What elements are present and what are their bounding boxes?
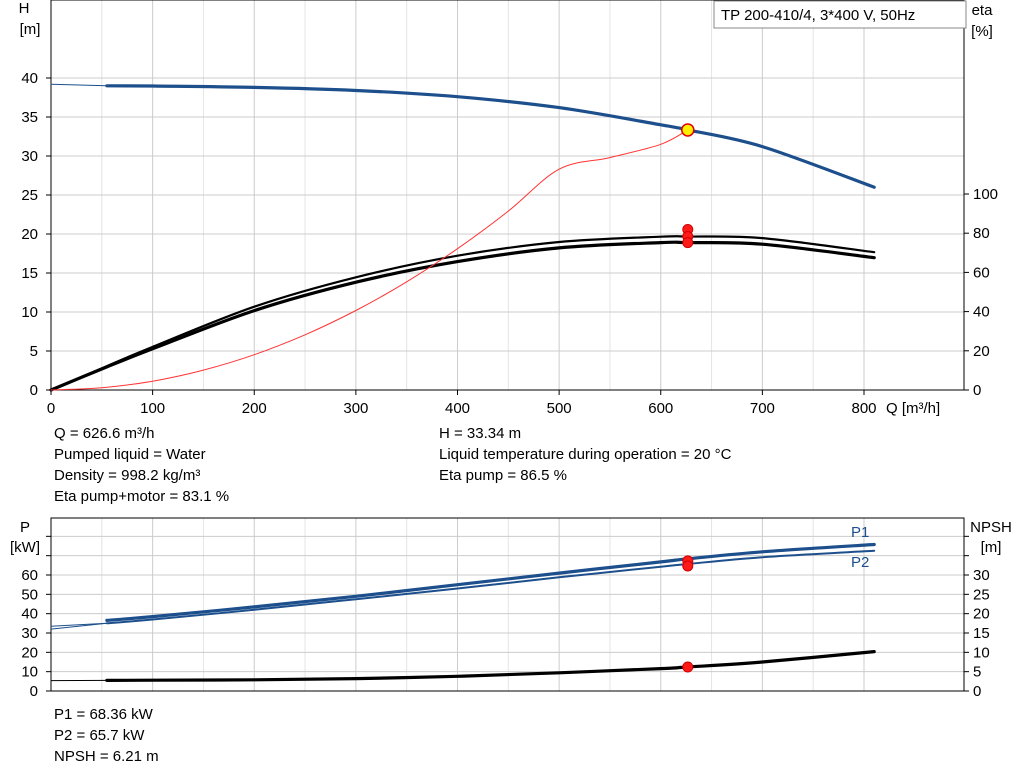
series-label-p2: P2	[851, 554, 869, 571]
h-tick-label: 40	[21, 70, 38, 87]
h-tick-label: 20	[21, 226, 38, 243]
p-axis-unit: [kW]	[10, 539, 40, 556]
p-tick-label: 30	[21, 625, 38, 642]
head-curve	[105, 84, 876, 189]
npsh-tick-label: 5	[973, 664, 981, 681]
head-chart-series	[49, 83, 876, 392]
p-tick-label: 60	[21, 567, 38, 584]
readout-temperature: Liquid temperature during operation = 20…	[439, 446, 732, 463]
duty-point-head	[681, 123, 695, 137]
npsh-curve	[105, 650, 876, 682]
p2-curve-extension	[50, 622, 107, 630]
system-curve	[50, 129, 689, 391]
eta-tick-label: 40	[973, 304, 990, 321]
q-tick-label: 500	[547, 400, 572, 417]
head-chart-grid	[51, 0, 964, 390]
readout-density: Density = 998.2 kg/m³	[54, 467, 201, 484]
power-npsh-chart: 0 10 20 30 40 50 60 0 5 10 15 20 25 30 P [kW] NPSH [m…	[10, 517, 1012, 700]
series-label-p1: P1	[851, 524, 869, 541]
p-tick-label: 20	[21, 644, 38, 661]
readout-eta-pump: Eta pump = 86.5 %	[439, 467, 567, 484]
h-tick-label: 15	[21, 265, 38, 282]
eta-pump-motor-curve	[49, 240, 876, 392]
duty-readout-left: Q = 626.6 m³/h Pumped liquid = Water Den…	[54, 423, 229, 507]
q-tick-label: 100	[140, 400, 165, 417]
head-curve-extension	[50, 83, 108, 87]
duty-point-eta-pump-motor	[682, 237, 694, 249]
readout-eta-pump-motor: Eta pump+motor = 83.1 %	[54, 488, 230, 505]
p-tick-label: 40	[21, 606, 38, 623]
power-chart-ticks: 0 10 20 30 40 50 60 0 5 10 15 20 25 30	[21, 535, 990, 700]
p2-curve	[105, 549, 876, 625]
q-tick-label: 600	[648, 400, 673, 417]
readout-p2: P2 = 65.7 kW	[54, 727, 145, 744]
duty-point-p2	[682, 560, 694, 572]
eta-pump-curve	[49, 235, 876, 392]
duty-point-npsh	[682, 661, 694, 673]
eta-axis-label: eta	[972, 2, 994, 19]
eta-axis-unit: [%]	[971, 23, 993, 40]
p-tick-label: 50	[21, 586, 38, 603]
q-tick-label: 0	[47, 400, 55, 417]
p1-curve	[105, 542, 876, 622]
q-tick-label: 700	[750, 400, 775, 417]
npsh-tick-label: 25	[973, 586, 990, 603]
readout-npsh: NPSH = 6.21 m	[54, 748, 159, 765]
eta-tick-label: 100	[973, 186, 998, 203]
h-axis-label: H	[19, 0, 30, 17]
title-box	[713, 0, 967, 29]
eta-tick-label: 0	[973, 382, 981, 399]
q-tick-label: 200	[242, 400, 267, 417]
h-tick-label: 25	[21, 187, 38, 204]
readout-flow: Q = 626.6 m³/h	[54, 425, 155, 442]
power-chart-duty-points	[682, 555, 694, 673]
q-axis-label: Q [m³/h]	[886, 400, 940, 417]
readout-head: H = 33.34 m	[439, 425, 522, 442]
h-axis-unit: [m]	[20, 21, 41, 38]
npsh-tick-label: 10	[973, 644, 990, 661]
h-tick-label: 0	[30, 382, 38, 399]
p-tick-label: 10	[21, 664, 38, 681]
head-chart-duty-points	[681, 123, 695, 249]
npsh-axis-unit: [m]	[981, 539, 1002, 556]
p-axis-label: P	[20, 519, 30, 536]
h-tick-label: 10	[21, 304, 38, 321]
eta-tick-label: 60	[973, 264, 990, 281]
power-chart-frame	[50, 517, 965, 692]
h-tick-label: 30	[21, 148, 38, 165]
eta-tick-label: 80	[973, 225, 990, 242]
q-tick-label: 300	[343, 400, 368, 417]
q-tick-label: 800	[851, 400, 876, 417]
readout-liquid: Pumped liquid = Water	[54, 446, 206, 463]
duty-readout-right: H = 33.34 m Liquid temperature during op…	[439, 423, 731, 486]
chart-title: TP 200-410/4, 3*400 V, 50Hz	[721, 7, 915, 24]
power-chart-grid	[51, 518, 964, 691]
npsh-axis-label: NPSH	[970, 519, 1012, 536]
q-tick-label: 400	[445, 400, 470, 417]
power-readout: P1 = 68.36 kW P2 = 65.7 kW NPSH = 6.21 m	[54, 704, 159, 767]
npsh-tick-label: 20	[973, 606, 990, 623]
h-tick-label: 35	[21, 109, 38, 126]
eta-tick-label: 20	[973, 343, 990, 360]
power-chart-series	[50, 542, 876, 682]
npsh-tick-label: 15	[973, 625, 990, 642]
h-tick-label: 5	[30, 343, 38, 360]
readout-p1: P1 = 68.36 kW	[54, 706, 153, 723]
p-tick-label: 0	[30, 683, 38, 700]
npsh-tick-label: 30	[973, 567, 990, 584]
npsh-tick-label: 0	[973, 683, 981, 700]
